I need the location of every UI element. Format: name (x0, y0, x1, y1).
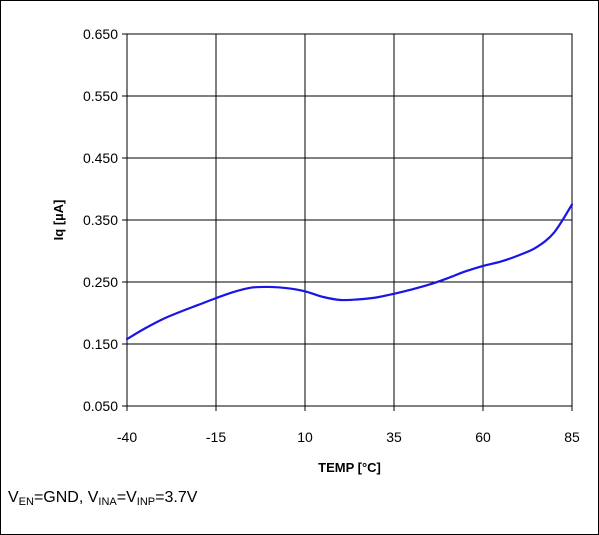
grid (122, 34, 572, 411)
caption-v1-sub: EN (19, 496, 34, 508)
x-tick-label: 85 (564, 429, 580, 445)
caption-v1: V (8, 489, 19, 506)
caption-tail: =3.7V (155, 489, 197, 506)
conditions-caption: VEN=GND, VINA=VINP=3.7V (8, 489, 197, 508)
x-tick-labels: -40 -15 10 35 60 85 (117, 429, 580, 445)
x-tick-label: -15 (206, 429, 226, 445)
y-tick-label: 0.050 (83, 398, 118, 414)
y-tick-label: 0.550 (83, 88, 118, 104)
y-tick-label: 0.350 (83, 212, 118, 228)
series-line (127, 205, 572, 340)
y-tick-label: 0.650 (83, 26, 118, 42)
y-tick-labels: 0.650 0.550 0.450 0.350 0.250 0.150 0.050 (83, 26, 118, 414)
caption-mid: =GND, V (34, 489, 98, 506)
x-tick-label: 10 (297, 429, 313, 445)
x-tick-label: 35 (386, 429, 402, 445)
caption-v2-sub: INA (98, 496, 116, 508)
caption-v3-sub: INP (137, 496, 155, 508)
y-tick-label: 0.250 (83, 274, 118, 290)
y-tick-label: 0.150 (83, 336, 118, 352)
x-axis-label: TEMP [°C] (318, 460, 381, 475)
x-tick-label: -40 (117, 429, 137, 445)
caption-eq: =V (117, 489, 137, 506)
y-tick-label: 0.450 (83, 150, 118, 166)
y-axis-label: Iq [µA] (51, 200, 66, 241)
x-tick-label: 60 (475, 429, 491, 445)
